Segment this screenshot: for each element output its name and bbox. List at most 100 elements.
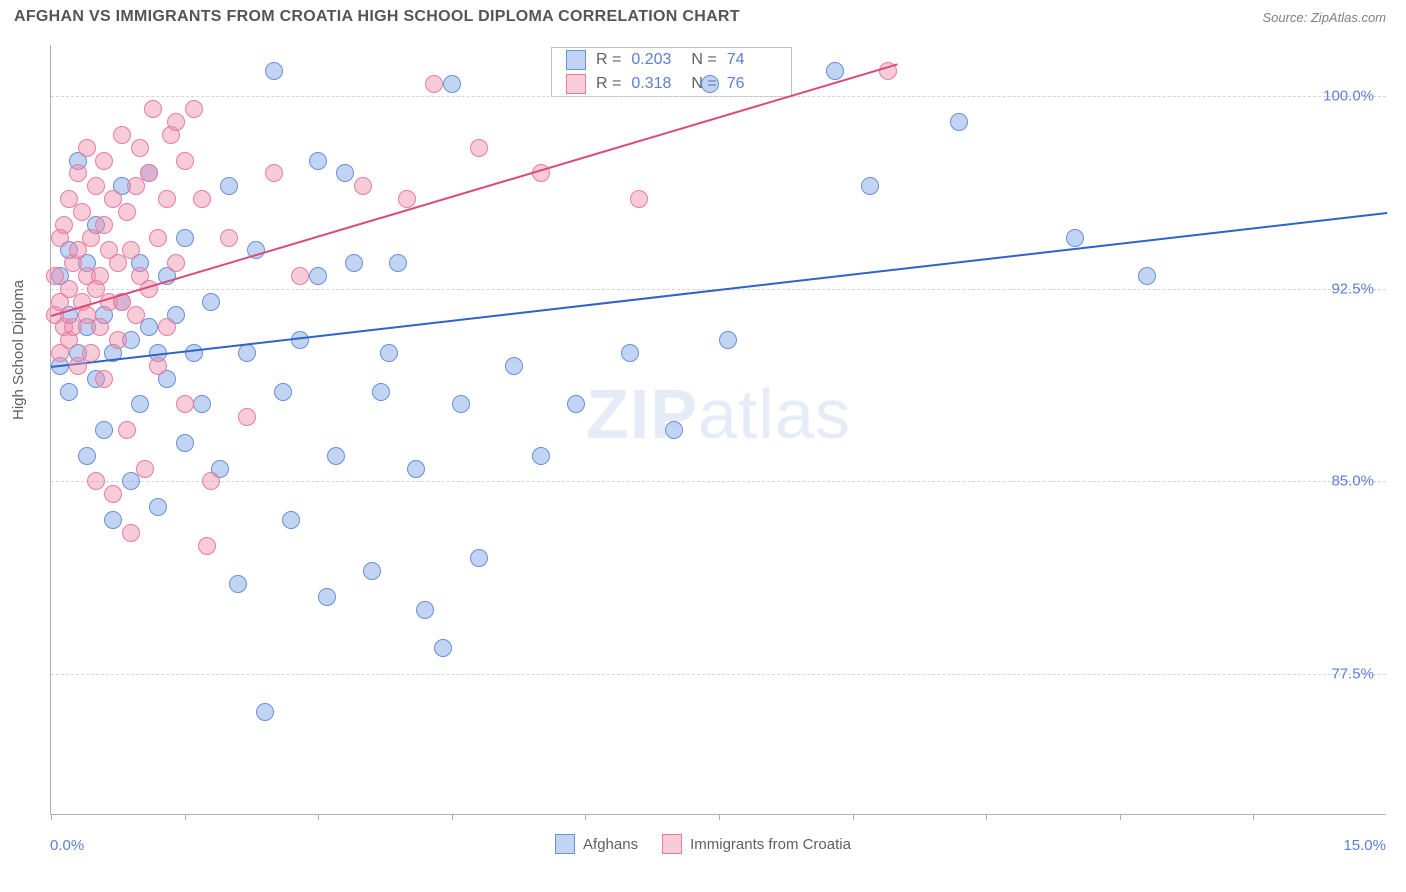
data-point [621, 344, 639, 362]
data-point [380, 344, 398, 362]
x-tick [1120, 814, 1121, 820]
data-point [73, 203, 91, 221]
y-tick-label: 100.0% [1323, 88, 1374, 105]
data-point [176, 152, 194, 170]
data-point [104, 485, 122, 503]
data-point [202, 472, 220, 490]
data-point [55, 216, 73, 234]
data-point [118, 203, 136, 221]
data-point [505, 357, 523, 375]
data-point [122, 241, 140, 259]
legend-label: Afghans [583, 836, 638, 853]
legend-r-value: 0.203 [631, 51, 681, 69]
data-point [416, 601, 434, 619]
data-point [149, 357, 167, 375]
data-point [176, 434, 194, 452]
data-point [274, 383, 292, 401]
data-point [136, 460, 154, 478]
data-point [69, 164, 87, 182]
data-point [443, 75, 461, 93]
data-point [950, 113, 968, 131]
data-point [167, 254, 185, 272]
data-point [144, 100, 162, 118]
data-point [158, 190, 176, 208]
data-point [256, 703, 274, 721]
data-point [238, 408, 256, 426]
x-tick [185, 814, 186, 820]
x-tick [853, 814, 854, 820]
gridline [51, 481, 1386, 482]
data-point [185, 100, 203, 118]
legend-swatch [662, 834, 682, 854]
correlation-legend: R =0.203N =74R =0.318N =76 [551, 47, 792, 97]
chart-header: AFGHAN VS IMMIGRANTS FROM CROATIA HIGH S… [0, 0, 1406, 30]
x-tick [452, 814, 453, 820]
data-point [336, 164, 354, 182]
data-point [470, 139, 488, 157]
data-point [78, 447, 96, 465]
data-point [193, 395, 211, 413]
x-axis-min-label: 0.0% [50, 837, 84, 854]
data-point [701, 75, 719, 93]
data-point [118, 421, 136, 439]
data-point [291, 331, 309, 349]
legend-swatch [566, 74, 586, 94]
data-point [363, 562, 381, 580]
data-point [470, 549, 488, 567]
data-point [1138, 267, 1156, 285]
x-tick [719, 814, 720, 820]
data-point [389, 254, 407, 272]
data-point [229, 575, 247, 593]
legend-n-label: N = [691, 51, 716, 69]
legend-r-value: 0.318 [631, 75, 681, 93]
data-point [95, 370, 113, 388]
x-tick [1253, 814, 1254, 820]
legend-r-label: R = [596, 75, 621, 93]
data-point [354, 177, 372, 195]
x-tick [585, 814, 586, 820]
data-point [87, 177, 105, 195]
data-point [452, 395, 470, 413]
data-point [861, 177, 879, 195]
data-point [345, 254, 363, 272]
data-point [265, 164, 283, 182]
gridline [51, 674, 1386, 675]
data-point [176, 395, 194, 413]
legend-r-label: R = [596, 51, 621, 69]
x-tick [986, 814, 987, 820]
data-point [282, 511, 300, 529]
data-point [826, 62, 844, 80]
data-point [158, 318, 176, 336]
data-point [127, 306, 145, 324]
legend-swatch [566, 50, 586, 70]
data-point [149, 229, 167, 247]
data-point [167, 113, 185, 131]
data-point [82, 344, 100, 362]
gridline [51, 96, 1386, 97]
legend-item: Immigrants from Croatia [662, 834, 851, 854]
trend-line [51, 63, 898, 316]
data-point [220, 229, 238, 247]
data-point [372, 383, 390, 401]
data-point [719, 331, 737, 349]
data-point [1066, 229, 1084, 247]
data-point [198, 537, 216, 555]
chart-title: AFGHAN VS IMMIGRANTS FROM CROATIA HIGH S… [14, 8, 740, 26]
data-point [176, 229, 194, 247]
y-tick-label: 85.0% [1331, 473, 1374, 490]
data-point [407, 460, 425, 478]
data-point [265, 62, 283, 80]
y-tick-label: 92.5% [1331, 280, 1374, 297]
legend-row: R =0.203N =74 [552, 48, 791, 72]
data-point [238, 344, 256, 362]
data-point [532, 447, 550, 465]
x-axis-max-label: 15.0% [1343, 837, 1386, 854]
data-point [291, 267, 309, 285]
data-point [78, 139, 96, 157]
data-point [398, 190, 416, 208]
data-point [60, 383, 78, 401]
y-axis-label: High School Diploma [10, 280, 27, 420]
y-tick-label: 77.5% [1331, 665, 1374, 682]
data-point [122, 524, 140, 542]
data-point [91, 267, 109, 285]
